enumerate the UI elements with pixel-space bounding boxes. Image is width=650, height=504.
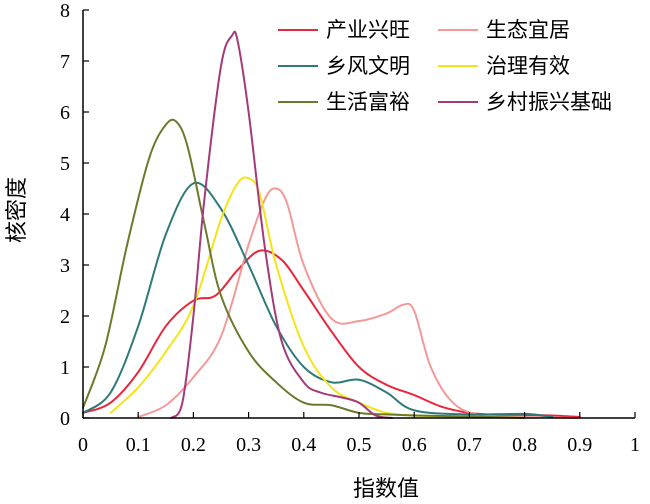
ticks-layer: 0 0.1 0.2 0.3 0.4 0.5 0.6 0.7 0.8 0.9 1 0 1 2 3 4 5 6 7 8: [60, 0, 640, 456]
legend-label: 生活富裕: [326, 90, 410, 114]
y-tick-label: 8: [60, 0, 70, 22]
y-tick-label: 2: [60, 306, 70, 328]
y-tick-label: 3: [60, 255, 70, 277]
y-tick-label: 7: [60, 51, 70, 73]
x-tick-label: 0.5: [347, 434, 372, 456]
x-tick-label: 0: [78, 434, 88, 456]
series-line-3: [82, 181, 554, 418]
y-tick-label: 4: [60, 204, 70, 226]
y-axis-title: 核密度: [5, 177, 30, 243]
x-tick-label: 0.9: [567, 434, 592, 456]
x-tick-label: 0.1: [126, 434, 151, 456]
legend-label: 产业兴旺: [326, 18, 410, 42]
x-tick-label: 0.6: [402, 434, 427, 456]
x-tick-label: 0.8: [512, 434, 537, 456]
y-tick-label: 6: [60, 102, 70, 124]
y-tick-label: 5: [60, 153, 70, 175]
legend-label: 生态宜居: [486, 18, 570, 42]
curves-layer: [82, 30, 581, 419]
y-tick-label: 0: [60, 408, 70, 430]
x-tick-label: 0.7: [457, 434, 482, 456]
x-tick-label: 1: [630, 434, 640, 456]
x-axis-title: 指数值: [353, 477, 419, 502]
series-line-5: [82, 118, 526, 419]
x-tick-label: 0.3: [236, 434, 261, 456]
y-tick-label: 1: [60, 357, 70, 379]
series-line-1: [82, 249, 581, 418]
legend-label: 乡村振兴基础: [486, 90, 612, 114]
series-line-2: [137, 187, 581, 419]
series-line-6: [170, 30, 394, 419]
legend-label: 乡风文明: [326, 54, 410, 78]
legend-label: 治理有效: [486, 54, 570, 78]
x-tick-label: 0.4: [291, 434, 316, 456]
x-tick-label: 0.2: [181, 434, 206, 456]
